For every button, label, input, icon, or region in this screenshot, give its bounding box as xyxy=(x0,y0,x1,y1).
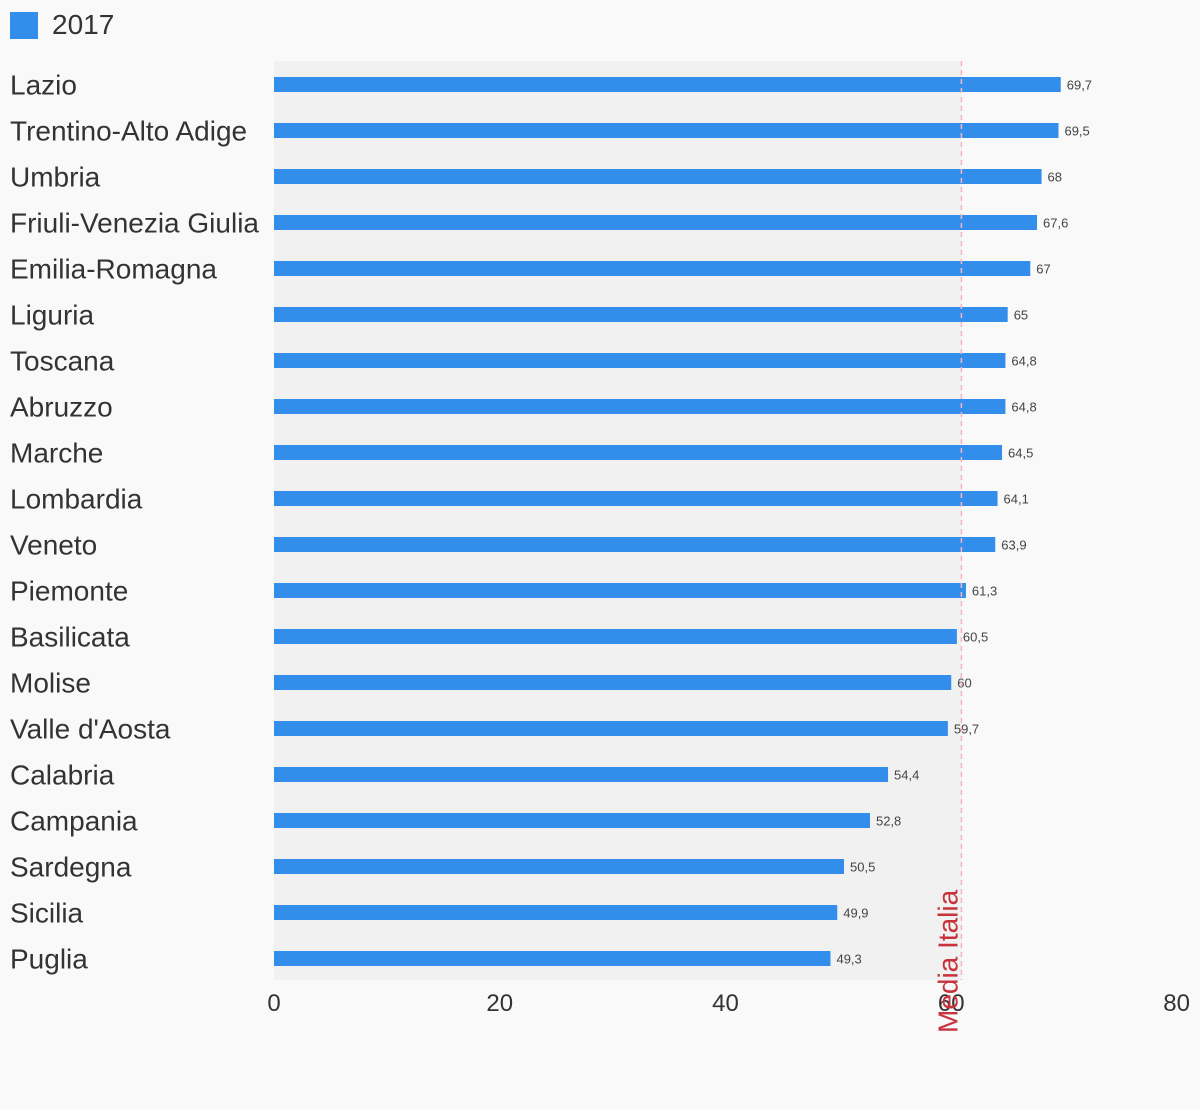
value-label: 64,1 xyxy=(1004,492,1029,507)
x-axis-ticks: 0 20 40 60 80 xyxy=(267,990,1190,1017)
value-label: 49,3 xyxy=(836,952,861,967)
bar xyxy=(274,721,948,736)
category-label: Lombardia xyxy=(10,484,143,515)
value-labels: 69,7 69,5 68 67,6 67 65 64,8 64,8 64,5 64,1 63,9 61… xyxy=(836,78,1092,967)
category-label: Umbria xyxy=(10,162,101,193)
category-label: Molise xyxy=(10,668,91,699)
bar xyxy=(274,399,1006,414)
category-label: Veneto xyxy=(10,530,97,561)
bar xyxy=(274,123,1059,138)
value-label: 67,6 xyxy=(1043,216,1068,231)
bar xyxy=(274,813,870,828)
tick-label: 60 xyxy=(938,990,965,1017)
category-label: Lazio xyxy=(10,70,77,101)
value-label: 60 xyxy=(957,676,971,691)
bar xyxy=(274,353,1006,368)
category-label: Campania xyxy=(10,806,138,837)
value-label: 50,5 xyxy=(850,860,875,875)
legend-swatch xyxy=(10,11,38,39)
bar xyxy=(274,169,1042,184)
category-label: Sicilia xyxy=(10,898,84,929)
category-label: Calabria xyxy=(10,760,115,791)
category-labels: Lazio Trentino-Alto Adige Umbria Friuli-Ven… xyxy=(10,70,259,975)
value-label: 49,9 xyxy=(843,906,868,921)
category-label: Piemonte xyxy=(10,576,128,607)
bar xyxy=(274,537,996,552)
value-label: 60,5 xyxy=(963,630,988,645)
category-label: Trentino-Alto Adige xyxy=(10,116,247,147)
bar xyxy=(274,307,1008,322)
value-label: 64,8 xyxy=(1011,354,1036,369)
value-label: 69,7 xyxy=(1067,78,1092,93)
value-label: 69,5 xyxy=(1064,124,1089,139)
bar xyxy=(274,583,966,598)
bar xyxy=(274,951,831,966)
bar xyxy=(274,491,998,506)
plot-background xyxy=(274,61,962,980)
bars-group xyxy=(274,77,1061,966)
value-label: 63,9 xyxy=(1001,538,1026,553)
bar xyxy=(274,445,1003,460)
category-label: Liguria xyxy=(10,300,94,331)
tick-label: 80 xyxy=(1163,990,1190,1017)
category-label: Puglia xyxy=(10,944,88,975)
tick-label: 0 xyxy=(267,990,280,1017)
tick-label: 20 xyxy=(486,990,513,1017)
value-label: 64,8 xyxy=(1011,400,1036,415)
bar xyxy=(274,675,952,690)
value-label: 61,3 xyxy=(972,584,997,599)
bar xyxy=(274,215,1038,230)
category-label: Marche xyxy=(10,438,103,469)
category-label: Abruzzo xyxy=(10,392,113,423)
bar xyxy=(274,859,845,874)
reference-line-label: Media Italia xyxy=(932,889,963,1033)
value-label: 59,7 xyxy=(954,722,979,737)
category-label: Sardegna xyxy=(10,852,132,883)
value-label: 68 xyxy=(1048,170,1062,185)
category-label: Valle d'Aosta xyxy=(10,714,171,745)
category-label: Friuli-Venezia Giulia xyxy=(10,208,259,239)
tick-label: 40 xyxy=(712,990,739,1017)
value-label: 52,8 xyxy=(876,814,901,829)
value-label: 65 xyxy=(1014,308,1028,323)
bar xyxy=(274,629,957,644)
category-label: Toscana xyxy=(10,346,115,377)
bar xyxy=(274,261,1031,276)
category-label: Basilicata xyxy=(10,622,130,653)
value-label: 64,5 xyxy=(1008,446,1033,461)
value-label: 67 xyxy=(1036,262,1050,277)
legend-label: 2017 xyxy=(52,9,115,40)
bar xyxy=(274,77,1061,92)
legend: 2017 xyxy=(10,9,115,40)
bar xyxy=(274,905,838,920)
value-label: 54,4 xyxy=(894,768,919,783)
bar xyxy=(274,767,889,782)
category-label: Emilia-Romagna xyxy=(10,254,217,285)
